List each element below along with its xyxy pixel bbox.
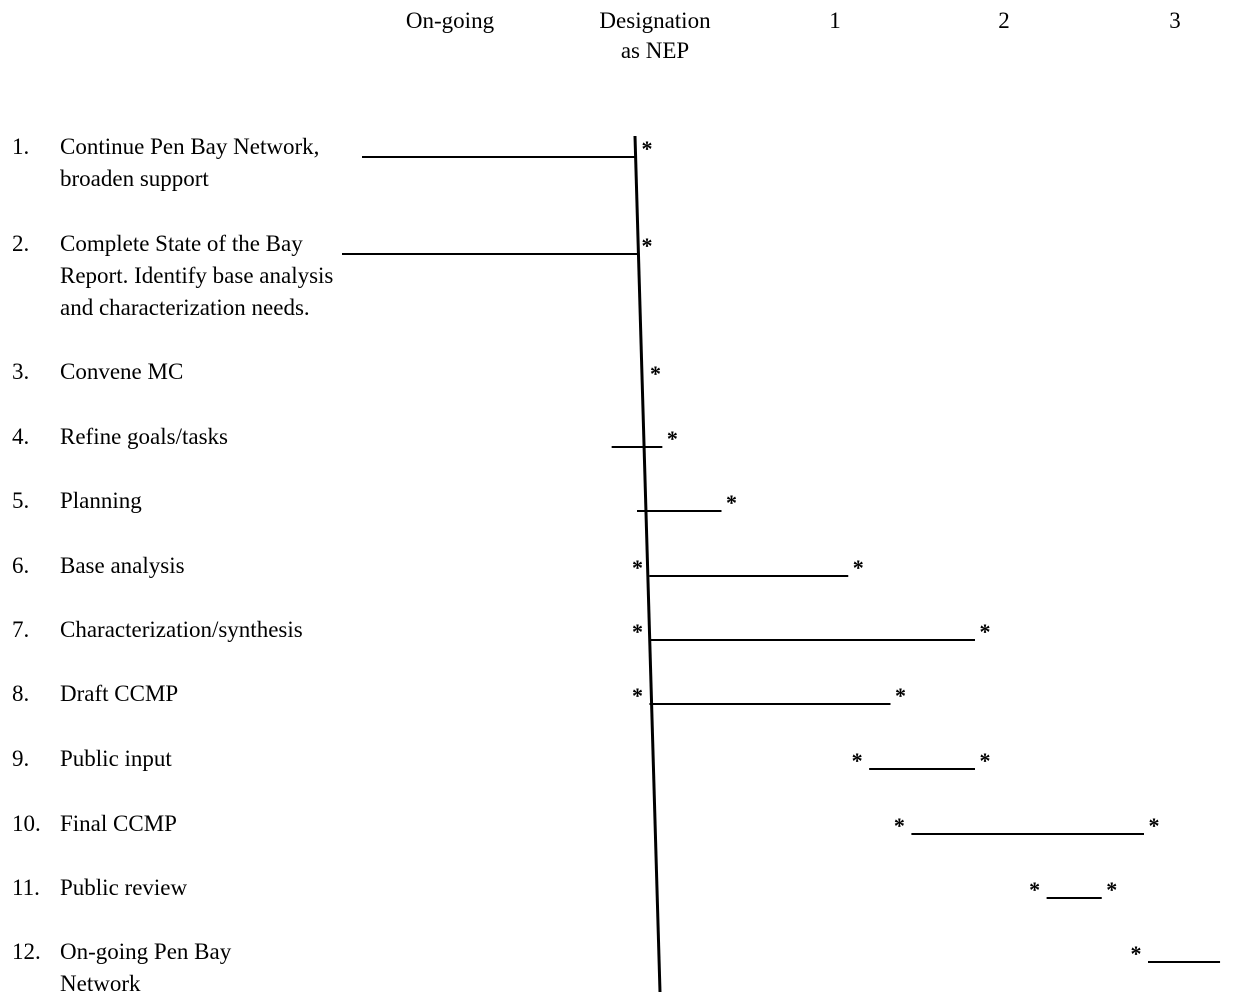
task-label-line-2: broaden support bbox=[60, 166, 209, 191]
column-header-designation-line2: as NEP bbox=[620, 38, 690, 63]
task-number: 4. bbox=[12, 424, 30, 449]
column-header-year-2: 2 bbox=[984, 6, 1024, 36]
task-number: 11. bbox=[12, 875, 40, 900]
task-9-start-marker: * bbox=[852, 748, 863, 773]
task-number: 8. bbox=[12, 681, 30, 706]
task-label: Final CCMP bbox=[60, 808, 177, 840]
task-label: On-going Pen Bay Network bbox=[60, 936, 231, 1000]
task-number: 12. bbox=[12, 939, 41, 964]
task-number: 1. bbox=[12, 134, 30, 159]
task-label-line-2: Network bbox=[60, 971, 141, 996]
task-number: 2. bbox=[12, 231, 30, 256]
task-6-end-marker: * bbox=[853, 555, 864, 580]
column-header-ongoing: On-going bbox=[395, 6, 505, 36]
task-label-line-1: Complete State of the Bay bbox=[60, 231, 303, 256]
task-label-line-1: Refine goals/tasks bbox=[60, 424, 228, 449]
task-10-start-marker: * bbox=[894, 813, 905, 838]
task-number: 10. bbox=[12, 811, 41, 836]
task-12-start-marker: * bbox=[1131, 941, 1142, 966]
task-label-line-1: On-going Pen Bay bbox=[60, 939, 232, 964]
task-6-start-marker: * bbox=[632, 555, 643, 580]
task-label: Planning bbox=[60, 485, 142, 517]
column-header-designation-line1: Designation bbox=[599, 8, 711, 33]
column-header-year-3: 3 bbox=[1155, 6, 1195, 36]
task-number: 6. bbox=[12, 553, 30, 578]
task-label-line-1: Public review bbox=[60, 875, 188, 900]
task-3-end-marker: * bbox=[650, 361, 661, 386]
task-label-line-1: Planning bbox=[60, 488, 142, 513]
designation-divider-line bbox=[633, 135, 662, 993]
task-label: Public input bbox=[60, 743, 172, 775]
task-11-start-marker: * bbox=[1029, 877, 1040, 902]
task-5-end-marker: * bbox=[726, 490, 737, 515]
task-10-end-marker: * bbox=[1149, 813, 1160, 838]
task-number: 7. bbox=[12, 617, 30, 642]
task-8-end-marker: * bbox=[895, 683, 906, 708]
task-8-start-marker: * bbox=[632, 683, 643, 708]
task-11-end-marker: * bbox=[1106, 877, 1117, 902]
task-label-line-1: Final CCMP bbox=[60, 811, 177, 836]
task-label-line-1: Base analysis bbox=[60, 553, 185, 578]
column-header-ongoing-label: On-going bbox=[405, 8, 495, 33]
task-1-end-marker: * bbox=[642, 136, 653, 161]
task-7-start-marker: * bbox=[632, 619, 643, 644]
task-label: Continue Pen Bay Network, broaden support bbox=[60, 131, 319, 195]
task-label-line-1: Characterization/synthesis bbox=[60, 617, 303, 642]
task-label: Refine goals/tasks bbox=[60, 421, 228, 453]
column-header-year-2-label: 2 bbox=[998, 8, 1010, 33]
task-label: Draft CCMP bbox=[60, 678, 178, 710]
task-label-line-3: and characterization needs. bbox=[60, 295, 310, 320]
task-number: 9. bbox=[12, 746, 30, 771]
task-4-end-marker: * bbox=[667, 426, 678, 451]
task-number: 3. bbox=[12, 359, 30, 384]
task-label-line-1: Draft CCMP bbox=[60, 681, 179, 706]
task-number: 5. bbox=[12, 488, 30, 513]
task-2-end-marker: * bbox=[642, 233, 653, 258]
task-label: Complete State of the Bay Report. Identif… bbox=[60, 228, 333, 324]
column-header-year-1-label: 1 bbox=[829, 8, 841, 33]
task-label-line-1: Continue Pen Bay Network, bbox=[60, 134, 320, 159]
task-label: Base analysis bbox=[60, 550, 185, 582]
task-label: Convene MC bbox=[60, 356, 183, 388]
task-label-line-1: Convene MC bbox=[60, 359, 184, 384]
task-7-end-marker: * bbox=[980, 619, 991, 644]
task-9-end-marker: * bbox=[980, 748, 991, 773]
task-label-line-2: Report. Identify base analysis bbox=[60, 263, 334, 288]
task-label: Public review bbox=[60, 872, 187, 904]
column-header-designation: Designation as NEP bbox=[575, 6, 735, 66]
column-header-year-3-label: 3 bbox=[1169, 8, 1181, 33]
task-label-line-1: Public input bbox=[60, 746, 172, 771]
column-header-year-1: 1 bbox=[815, 6, 855, 36]
task-label: Characterization/synthesis bbox=[60, 614, 303, 646]
